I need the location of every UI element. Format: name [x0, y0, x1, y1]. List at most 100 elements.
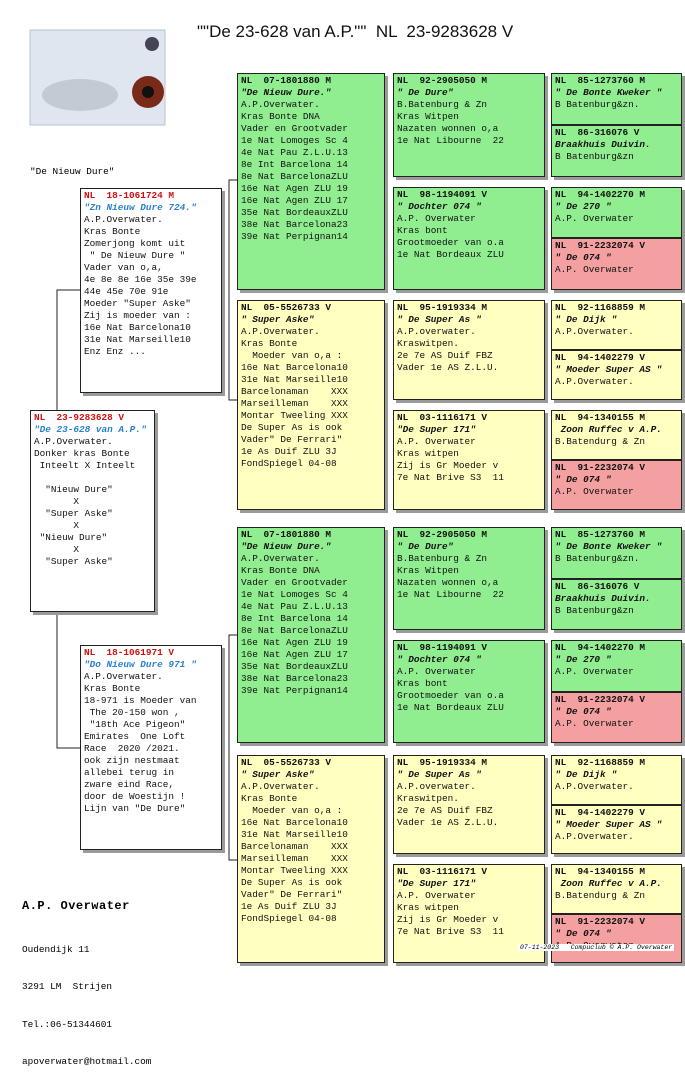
pedigree-box: NL 91-2232074 V" De 074 "A.P. Overwater: [551, 913, 682, 963]
info-line: A.P.Overwater.: [84, 671, 163, 682]
pedigree-box: NL 18-1061724 M "Zn Nieuw Dure 724." A.P.O…: [80, 188, 222, 393]
pedigree-box: NL 92-2905050 M " De Dure" B.Batenburg & Z…: [393, 73, 545, 177]
info-line: 2e 7e AS Duif FBZ: [397, 350, 493, 361]
info-line: ook zijn nestmaat: [84, 755, 180, 766]
logo-pupil: [142, 86, 154, 98]
info-line: Barcelonaman XXX: [241, 386, 348, 397]
ring-number: NL 94-1402279 V: [555, 806, 646, 818]
info-line: 1e Nat Libourne 22: [397, 589, 504, 600]
bird-name: " De Dijk ": [555, 314, 617, 325]
pedigree-box: NL 05-5526733 V " Super Aske" A.P.Overwate…: [237, 755, 385, 963]
ring-number: NL 94-1340155 M: [555, 866, 646, 877]
info-line: " De Nieuw Dure ": [84, 250, 186, 261]
info-line: Vader" De Ferrari": [241, 889, 343, 900]
info-line: 4e 8e 8e 16e 35e 39e: [84, 274, 197, 285]
info-line: B Batenburg&zn.: [555, 553, 640, 564]
info-line: 1e Nat Libourne 22: [397, 135, 504, 146]
info-line: De Super As is ook: [241, 877, 343, 888]
info-line: B Batenburg&zn: [555, 150, 634, 162]
info-line: Marseilleman XXX: [241, 853, 348, 864]
info-line: De Super As is ook: [241, 422, 343, 433]
owner-line: Oudendijk 11: [22, 943, 90, 955]
ring-number: NL 85-1273760 M: [555, 75, 646, 86]
bird-name: " Super Aske": [241, 314, 315, 325]
info-line: Kras bont: [397, 224, 448, 236]
info-line: Vader" De Ferrari": [241, 434, 343, 445]
pedigree-box: NL 91-2232074 V" De 074 "A.P. Overwater: [551, 460, 682, 510]
ring-number: NL 94-1402270 M: [555, 642, 646, 653]
bird-name: "De 23-628 van A.P.": [34, 424, 147, 435]
info-line: 7e Nat Brive S3 11: [397, 472, 504, 483]
info-line: Donker kras Bonte: [34, 448, 130, 459]
bird-name: " De Super As ": [397, 769, 482, 780]
info-line: Kras witpen: [397, 448, 459, 459]
bird-name: Braakhuis Duivin.: [555, 138, 651, 150]
ring-number: NL 94-1402270 M: [555, 188, 646, 200]
pedigree-box: NL 94-1340155 M Zoon Ruffec v A.P. B.Bate…: [551, 864, 682, 914]
info-line: A.P.Overwater.: [84, 214, 163, 225]
connector: [228, 179, 237, 401]
title: ""De 23-628 van A.P."" NL 23-9283628 V: [197, 22, 514, 41]
info-line: Kras Witpen: [397, 565, 459, 576]
pedigree-box: NL 98-1194091 V " Dochter 074 " A.P. Overw…: [393, 640, 545, 743]
bird-name: "Zn Nieuw Dure 724.": [84, 202, 197, 213]
ring-number: NL 86-316076 V: [555, 580, 640, 592]
info-line: A.P.Overwater.: [34, 436, 113, 447]
info-note: X: [34, 520, 80, 531]
ring-number: NL 94-1340155 M: [555, 412, 646, 423]
info-line: 7e Nat Brive S3 11: [397, 926, 504, 937]
connector: [56, 612, 80, 749]
info-line: Moeder van o,a :: [241, 350, 343, 361]
info-line: 1e As Duif ZLU 3J: [241, 446, 337, 457]
ring-number: NL 92-2905050 M: [397, 529, 488, 540]
info-line: A.P.Overwater.: [241, 99, 320, 110]
info-line: Montar Tweeling XXX: [241, 865, 348, 876]
page: ""De 23-628 van A.P."" NL 23-9283628 V "…: [22, 22, 682, 1067]
info-line: Emirates One Loft: [84, 731, 186, 742]
info-line: 35e Nat BordeauxZLU: [241, 661, 348, 672]
info-line: A.P.Overwater.: [555, 376, 634, 387]
pedigree-box: NL 92-1168859 M " De Dijk " A.P.Overwater.: [551, 300, 682, 350]
info-line: B.Batenburg & Zn: [397, 553, 488, 564]
info-line: Vader en Grootvader: [241, 123, 348, 134]
ring-number: NL 05-5526733 V: [241, 302, 332, 313]
bird-name: " De Dijk ": [555, 769, 617, 780]
ring-number: NL 07-1801880 M: [241, 75, 332, 86]
info-line: 1e Nat Lomoges Sc 4: [241, 135, 348, 146]
owner-line: apoverwater@hotmail.com: [22, 1056, 152, 1067]
ring-number: NL 91-2232074 V: [555, 693, 646, 705]
info-line: 8e Nat BarcelonaZLU: [241, 625, 348, 636]
info-line: 4e Nat Pau Z.L.U.13: [241, 601, 348, 612]
info-line: 2e 7e AS Duif FBZ: [397, 805, 493, 816]
owner: A.P. Overwater Oudendijk 11 3291 LM Stri…: [22, 875, 151, 1081]
pedigree-box: NL 92-2905050 M " De Dure" B.Batenburg & Z…: [393, 527, 545, 630]
subject-label: "De Nieuw Dure": [30, 166, 115, 177]
info-line: Nazaten wonnen o,a: [397, 123, 499, 134]
pedigree-box: NL 18-1061971 V "Do Nieuw Dure 971 " A.P.O…: [80, 645, 222, 850]
ring-number: NL 95-1919334 M: [397, 757, 488, 768]
ring-number: NL 91-2232074 V: [555, 915, 646, 927]
info-line: The 20-150 won ,: [84, 707, 180, 718]
info-line: Grootmoeder van o.a: [397, 236, 504, 248]
info-line: Montar Tweeling XXX: [241, 410, 348, 421]
ring-number: NL 94-1402279 V: [555, 352, 646, 363]
bird-name: " De Bonte Kweker ": [555, 541, 662, 552]
info-line: 8e Int Barcelona 14: [241, 159, 348, 170]
pedigree-box: NL 94-1402270 M " De 270 " A.P. Overwater: [551, 186, 682, 239]
bird-name: "Do Nieuw Dure 971 ": [84, 659, 197, 670]
info-line: door de Woestijn !: [84, 791, 186, 802]
info-line: Grootmoeder van o.a: [397, 690, 504, 701]
connector: [228, 634, 237, 861]
footer-credit: Compuclub © A.P. Overwater: [570, 944, 673, 951]
footer-date: 07-11-2023: [520, 944, 560, 951]
info-line: Lijn van "De Dure": [84, 803, 186, 814]
pedigree-box: NL 95-1919334 M " De Super As " A.P.overwa…: [393, 300, 545, 400]
footer: 07-11-2023 Compuclub © A.P. Overwater: [518, 944, 675, 951]
pedigree-box: NL 98-1194091 V " Dochter 074 " A.P. Overw…: [393, 186, 545, 290]
connectors: [29, 29, 237, 861]
info-line: B.Batendurg & Zn: [555, 890, 646, 901]
info-line: A.P. Overwater: [397, 666, 476, 677]
owner-name: A.P. Overwater: [22, 899, 130, 913]
ring-number: NL 23-9283628 V: [34, 412, 125, 423]
info-line: Kras Bonte: [241, 338, 298, 349]
